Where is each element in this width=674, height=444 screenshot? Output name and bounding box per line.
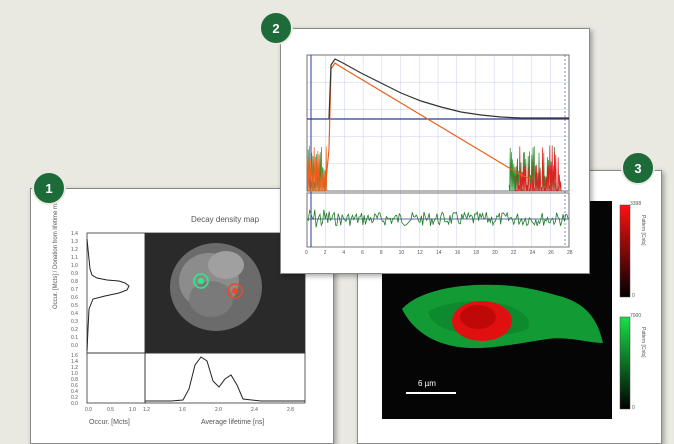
colorbar-bottom-min: 0 [632, 405, 635, 411]
colorbar-top-label: Pattern [Cnts] [640, 215, 646, 246]
panel1-bottom-y-tick: 0.6 [71, 383, 78, 389]
decay-density-figure [86, 232, 306, 404]
residuals-trace [306, 209, 569, 228]
panel1-x-tick-left: 0.0 [85, 407, 92, 413]
panel1-y-label: Occur. [Mcts] / Donation from lifetime m… [53, 197, 59, 309]
panel1-y-tick: 1.4 [71, 231, 78, 237]
panel2-x-tick: 14 [436, 250, 442, 256]
noise-band [306, 145, 328, 192]
panel2-x-tick: 28 [567, 250, 573, 256]
colorbar-bottom-max: 7000 [630, 313, 642, 319]
panel1-bottom-y-tick: 0.2 [71, 395, 78, 401]
green-roi [193, 273, 209, 289]
badge-2: 2 [259, 11, 293, 45]
panel1-x-label-right: Average lifetime [ns] [201, 419, 265, 426]
panel2-x-tick: 0 [305, 250, 308, 256]
panel2-x-tick: 18 [473, 250, 479, 256]
panel1-bottom-y-tick: 1.6 [71, 353, 78, 359]
red-colorbar [619, 204, 631, 298]
panel1-x-tick-right: 2.4 [251, 407, 258, 413]
panel1-title: Decay density map [191, 215, 260, 224]
panel1-x-tick-left: 1.0 [129, 407, 136, 413]
panel1-x-tick-right: 1.6 [179, 407, 186, 413]
panel1-x-tick-right: 1.2 [143, 407, 150, 413]
panel2-x-tick: 22 [510, 250, 517, 256]
panel1-y-tick: 0.9 [71, 271, 78, 277]
panel1-bottom-y-tick: 0.4 [71, 389, 78, 395]
panel1-y-tick: 0.3 [71, 319, 78, 325]
panel1-bottom-y-tick: 0.8 [71, 377, 78, 383]
scale-bar-label: 6 µm [418, 379, 436, 388]
green-colorbar [619, 316, 631, 410]
panel2-x-tick: 16 [454, 250, 461, 256]
decay-curve-figure [306, 54, 570, 248]
panel1-y-tick: 0.8 [71, 279, 78, 285]
panel2-x-tick: 2 [323, 250, 327, 256]
panel1-y-tick: 0.2 [71, 327, 78, 333]
panel2-x-tick: 20 [492, 250, 498, 256]
panel1-x-label-left: Occur. [Mcts] [89, 419, 130, 426]
decay-curve-black [328, 58, 569, 120]
colorbar-top-min: 0 [632, 293, 635, 299]
panel1-y-tick: 1.1 [71, 255, 78, 261]
colorbar-top-max: 3398 [630, 201, 642, 207]
panel2-x-tick: 24 [529, 250, 536, 256]
panel2-x-tick: 26 [548, 250, 554, 256]
panel1-y-tick: 0.4 [71, 311, 78, 317]
panel1-bottom-y-tick: 1.4 [71, 359, 78, 365]
panel2-x-tick: 4 [342, 250, 346, 256]
panel1-bottom-y-tick: 1.2 [71, 365, 78, 371]
decay-curve-panel: 0 2 4 6 8 10 12 14 16 18 20 22 24 26 28 [280, 28, 590, 274]
panel1-y-tick: 1.0 [71, 263, 78, 269]
panel1-y-tick: 0.7 [71, 287, 78, 293]
panel1-bottom-y-tick: 0.0 [71, 401, 78, 407]
panel1-x-tick-right: 2.8 [287, 407, 294, 413]
badge-3: 3 [621, 151, 655, 185]
badge-1: 1 [32, 171, 66, 205]
red-roi [227, 283, 243, 299]
colorbar-bottom-label: Pattern [Cnts] [640, 327, 646, 358]
panel2-x-tick: 12 [417, 250, 423, 256]
panel1-y-tick: 0.6 [71, 295, 78, 301]
panel1-y-tick: 0.0 [71, 343, 78, 349]
panel1-y-tick: 0.1 [71, 335, 78, 341]
panel1-x-tick-right: 2.0 [215, 407, 222, 413]
panel1-y-tick: 1.3 [71, 239, 78, 245]
panel2-x-tick: 10 [398, 250, 405, 256]
panel1-x-tick-left: 0.5 [107, 407, 114, 413]
panel2-x-tick: 6 [361, 250, 364, 256]
panel1-bottom-y-tick: 1.0 [71, 371, 78, 377]
panel1-y-tick: 1.2 [71, 247, 78, 253]
panel1-y-tick: 0.5 [71, 303, 78, 309]
noise-band [514, 145, 562, 192]
panel2-x-tick: 8 [379, 250, 383, 256]
decay-curve-orange [307, 62, 532, 192]
